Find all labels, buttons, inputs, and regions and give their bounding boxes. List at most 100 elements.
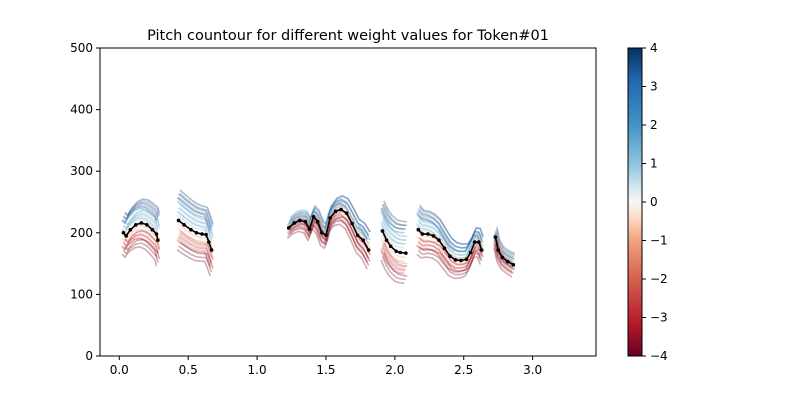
y-tick-label: 100 (70, 287, 93, 301)
weight-trace (493, 245, 513, 275)
reference-point (366, 248, 371, 252)
weight-trace (417, 249, 483, 276)
weight-trace (416, 244, 482, 273)
weight-trace (178, 235, 213, 264)
x-tick-label: 0.0 (110, 363, 129, 377)
weight-trace (121, 218, 158, 237)
reference-point (145, 222, 149, 227)
weight-trace (380, 250, 405, 275)
weight-trace (286, 202, 368, 240)
weight-trace (288, 215, 370, 260)
weight-trace (496, 231, 516, 260)
reference-point (416, 227, 421, 232)
colorbar-tick-label: −1 (650, 234, 668, 248)
weight-trace (381, 244, 406, 269)
reference-point (134, 222, 138, 227)
weight-trace (122, 201, 159, 220)
reference-point (200, 232, 204, 236)
weight-trace (121, 227, 158, 246)
weight-trace (124, 238, 161, 260)
weight-trace (121, 246, 158, 267)
weight-trace (383, 214, 408, 238)
weight-trace (288, 213, 370, 259)
weight-trace (124, 198, 161, 216)
reference-point (394, 249, 399, 254)
reference-point (303, 219, 308, 224)
reference-point (194, 231, 199, 235)
weight-trace (381, 204, 406, 227)
weight-trace (380, 236, 405, 260)
x-tick-label: 2.5 (454, 363, 473, 377)
weight-trace (121, 205, 158, 224)
reference-point (297, 218, 302, 223)
colorbar-axis: 4 3 2 1 0 −1 −2 −3 −4 (642, 41, 668, 363)
weight-trace (493, 242, 513, 273)
weight-trace (417, 221, 483, 256)
weight-trace (417, 241, 483, 269)
weight-trace (494, 230, 514, 258)
reference-point (315, 219, 320, 224)
reference-point (506, 259, 510, 264)
reference-point (286, 226, 291, 230)
reference-point (339, 207, 343, 212)
weight-trace (417, 240, 483, 270)
weight-trace (416, 214, 482, 253)
reference-point (207, 240, 211, 244)
weight-trace (496, 229, 516, 259)
reference-point (156, 238, 160, 242)
weight-trace (383, 203, 408, 227)
weight-trace (179, 218, 214, 249)
weight-trace (121, 207, 158, 225)
weight-trace (493, 240, 513, 270)
reference-point (472, 240, 477, 244)
weight-trace (289, 206, 371, 249)
reference-point (468, 250, 473, 255)
reference-point (328, 216, 332, 220)
reference-point (361, 238, 365, 242)
weight-trace (286, 217, 368, 263)
weight-trace (179, 189, 214, 225)
weight-trace (289, 195, 371, 233)
colorbar-tick-label: 2 (650, 118, 658, 132)
reference-point (388, 244, 393, 249)
weight-trace (381, 207, 406, 230)
weight-trace (124, 200, 161, 217)
weight-trace (124, 209, 161, 227)
weight-trace (178, 210, 213, 243)
weight-trace (288, 199, 370, 236)
weight-trace (493, 247, 513, 278)
reference-point (333, 209, 338, 214)
weight-trace (121, 236, 158, 257)
weight-trace (419, 246, 484, 272)
reference-point (442, 246, 447, 250)
reference-point (307, 227, 312, 231)
x-tick-label: 1.5 (316, 363, 335, 377)
weight-trace (176, 237, 211, 267)
weight-trace (383, 228, 408, 253)
weight-trace (383, 200, 408, 223)
x-tick-label: 3.0 (523, 363, 542, 377)
x-tick-label: 2.0 (385, 363, 404, 377)
weight-trace (416, 212, 482, 253)
reference-point (344, 211, 349, 215)
weight-trace (176, 225, 211, 256)
weight-trace (179, 241, 214, 269)
reference-layer (121, 207, 516, 267)
colorbar-tick-label: 3 (650, 80, 658, 94)
weight-trace (381, 246, 406, 271)
weight-trace (417, 219, 483, 256)
reference-point (479, 248, 484, 252)
reference-point (398, 250, 403, 255)
reference-segment-2 (176, 218, 214, 252)
reference-point (324, 233, 328, 238)
weight-trace (176, 196, 211, 232)
weight-trace (122, 233, 159, 253)
weight-trace (381, 234, 406, 259)
weight-trace (496, 235, 516, 264)
weight-series-4 (121, 189, 516, 264)
weight-trace (176, 227, 211, 258)
reference-point (384, 238, 389, 242)
weight-trace (286, 223, 369, 270)
weight-trace (417, 208, 483, 249)
weight-trace (419, 204, 484, 245)
